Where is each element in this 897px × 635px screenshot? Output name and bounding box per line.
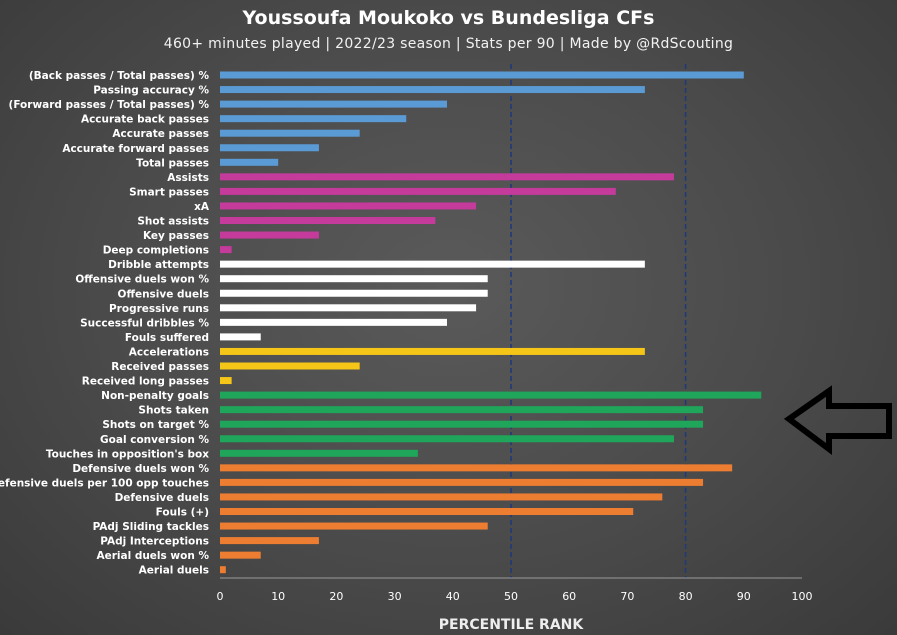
category-label: Defensive duels per 100 opp touches — [0, 477, 209, 489]
left-arrow-icon — [783, 385, 892, 455]
category-label: xA — [194, 201, 210, 213]
bar — [220, 100, 447, 108]
category-label: Touches in opposition's box — [46, 448, 209, 460]
category-label: Accurate passes — [112, 128, 209, 140]
bar — [220, 493, 663, 501]
x-tick-label: 60 — [562, 590, 576, 603]
category-label: Aerial duels won % — [96, 550, 209, 562]
category-label: Total passes — [136, 157, 209, 169]
bar — [220, 231, 319, 239]
chart-title: Youssoufa Moukoko vs Bundesliga CFs — [242, 7, 655, 29]
bar — [220, 522, 488, 530]
bar — [220, 508, 634, 515]
bar — [220, 202, 477, 210]
bar — [220, 464, 733, 472]
x-tick-label: 100 — [792, 590, 813, 603]
reference-lines — [510, 64, 687, 578]
category-label: Fouls suffered — [125, 332, 209, 344]
category-label: Accurate back passes — [81, 114, 209, 126]
category-label: Successful dribbles % — [80, 317, 209, 329]
category-label: Received passes — [111, 361, 209, 373]
category-label: Dribble attempts — [108, 259, 209, 271]
bar — [220, 187, 616, 195]
bar — [220, 289, 488, 297]
category-label: Offensive duels won % — [75, 274, 209, 286]
bar — [220, 333, 261, 341]
category-label: Shot assists — [137, 216, 209, 228]
x-tick-labels: 0 10 20 30 40 50 60 70 80 90 100 — [217, 590, 813, 603]
category-label: Defensive duels — [115, 492, 209, 504]
category-label: Smart passes — [129, 186, 209, 198]
category-label: Offensive duels — [118, 288, 209, 300]
x-tick-label: 50 — [504, 590, 518, 603]
x-tick-label: 90 — [737, 590, 751, 603]
chart-subtitle: 460+ minutes played | 2022/23 season | S… — [163, 36, 734, 52]
bar — [220, 566, 226, 574]
bar — [220, 391, 762, 399]
category-label: Fouls (+) — [156, 507, 209, 519]
x-tick-label: 0 — [217, 590, 224, 603]
bar — [220, 144, 319, 152]
category-label: Defensive duels won % — [72, 463, 209, 475]
category-label: PAdj Interceptions — [100, 536, 209, 548]
bar — [220, 86, 645, 94]
category-label: Aerial duels — [139, 565, 209, 577]
bar — [220, 478, 704, 486]
category-label: PAdj Sliding tackles — [93, 521, 209, 533]
bar — [220, 217, 436, 224]
category-label: Goal conversion % — [100, 434, 209, 446]
category-label: Shots taken — [138, 405, 209, 417]
bar — [220, 173, 674, 181]
bar — [220, 362, 360, 370]
category-label: (Forward passes / Total passes) % — [9, 99, 210, 111]
x-tick-label: 30 — [388, 590, 402, 603]
category-label: Assists — [167, 172, 209, 184]
category-label: Non-penalty goals — [101, 390, 209, 402]
category-label: Deep completions — [103, 245, 209, 257]
bar — [220, 318, 447, 326]
category-label: Accurate forward passes — [62, 143, 209, 155]
bar — [220, 420, 704, 428]
bars-group — [220, 71, 762, 574]
category-label: Received long passes — [82, 376, 209, 388]
category-label: Progressive runs — [109, 303, 209, 315]
category-label: Key passes — [143, 230, 209, 242]
bar — [220, 551, 261, 559]
bar — [220, 435, 674, 443]
x-axis-title: PERCENTILE RANK — [438, 617, 584, 633]
category-label: Shots on target % — [102, 419, 209, 431]
category-label: Passing accuracy % — [93, 85, 209, 97]
x-tick-label: 70 — [620, 590, 634, 603]
bar — [220, 304, 477, 312]
category-labels: (Back passes / Total passes) % Passing ac… — [0, 70, 210, 577]
bar — [220, 129, 360, 137]
x-tick-label: 40 — [446, 590, 460, 603]
bar — [220, 246, 232, 254]
bar — [220, 347, 645, 355]
x-tick-label: 20 — [329, 590, 343, 603]
bar — [220, 449, 418, 457]
bar — [220, 158, 279, 166]
bar — [220, 537, 319, 545]
x-tick-label: 10 — [271, 590, 285, 603]
x-tick-label: 80 — [679, 590, 693, 603]
category-label: (Back passes / Total passes) % — [29, 70, 210, 82]
bar — [220, 377, 232, 385]
bar — [220, 275, 488, 283]
bar — [220, 71, 744, 79]
bar — [220, 406, 704, 414]
bar — [220, 115, 407, 123]
bar — [220, 260, 645, 268]
category-label: Accelerations — [129, 346, 209, 358]
